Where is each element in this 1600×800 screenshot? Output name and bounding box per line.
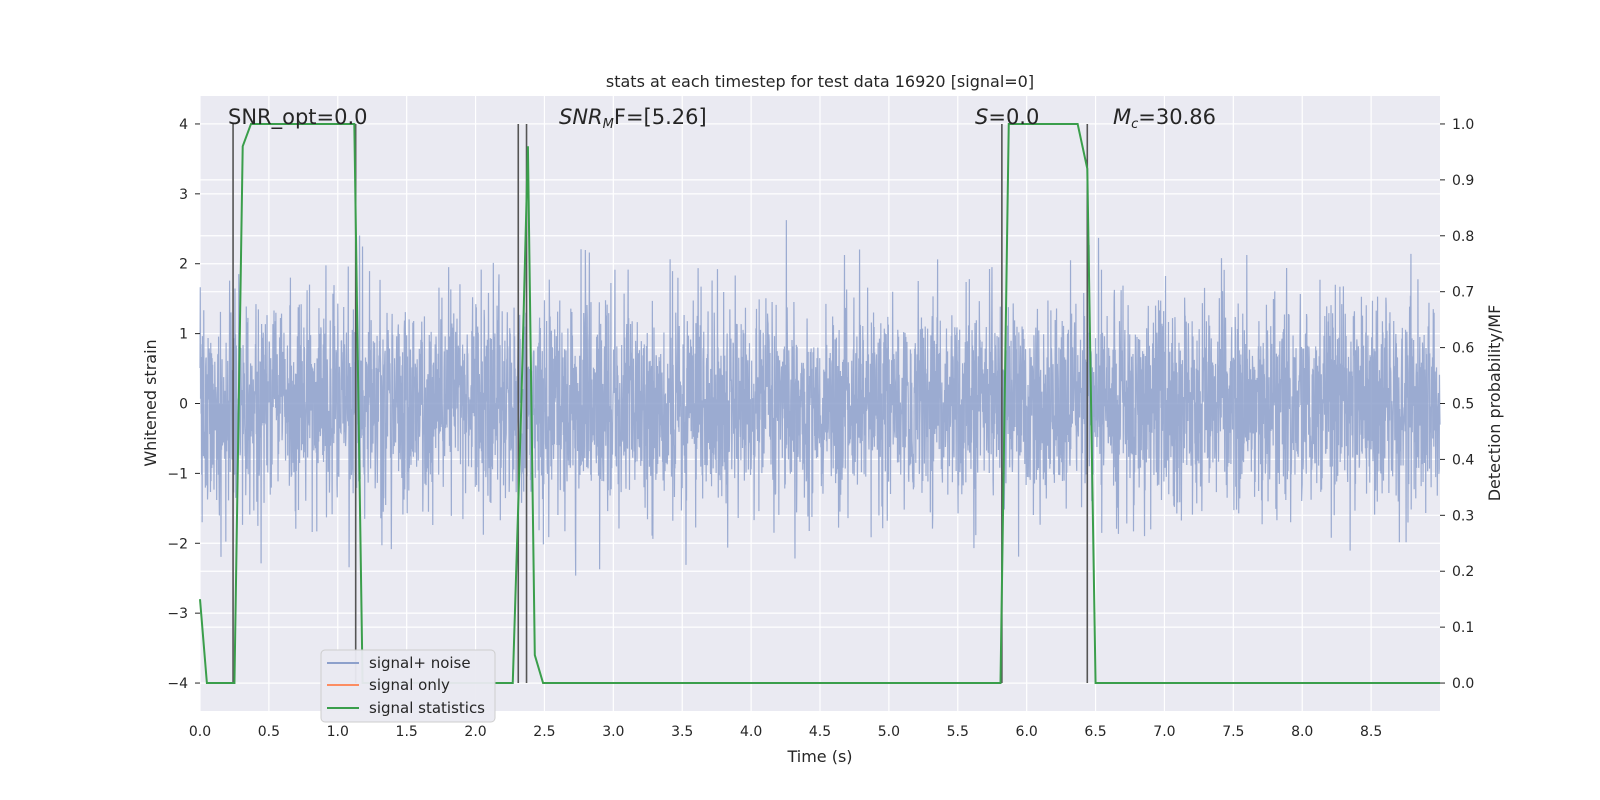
y-left-tick-label: 3 [179, 187, 188, 203]
chart-title: stats at each timestep for test data 169… [606, 72, 1034, 91]
x-tick-label: 7.0 [1153, 724, 1175, 740]
y-left-ticks: 4 3 2 1 0 −1 −2 −3 −4 [167, 117, 200, 692]
x-tick-label: 5.0 [878, 724, 900, 740]
y-right-tick-label: 0.5 [1452, 397, 1474, 413]
y-right-tick-label: 0.8 [1452, 229, 1474, 245]
y-right-tick-label: 1.0 [1452, 117, 1474, 133]
legend-label-stats: signal statistics [369, 699, 485, 717]
snr-mf-prefix: SNR [559, 105, 603, 129]
y-right-tick-label: 0.6 [1452, 341, 1474, 357]
legend: signal+ noise signal only signal statist… [320, 649, 496, 723]
y-right-tick-label: 0.4 [1452, 452, 1474, 468]
x-tick-label: 7.5 [1222, 724, 1244, 740]
x-tick-label: 3.5 [671, 724, 693, 740]
x-tick-label: 3.0 [602, 724, 624, 740]
y-right-tick-label: 0.1 [1452, 620, 1474, 636]
y-right-tick-label: 0.2 [1452, 564, 1474, 580]
annotation-snr-mf: SNRMF=[5.26] [559, 105, 707, 132]
x-tick-label: 2.5 [533, 724, 555, 740]
annotation-snr-opt: SNR_opt=0.0 [228, 105, 368, 130]
x-tick-label: 1.0 [327, 724, 349, 740]
series-signal-plus-noise [199, 220, 1441, 576]
x-tick-label: 4.0 [740, 724, 762, 740]
y-right-tick-label: 0.3 [1452, 508, 1474, 524]
y-left-axis-label: Whitened strain [141, 339, 160, 466]
snr-mf-suffix: F=[5.26] [614, 105, 707, 129]
annotation-s-stat: S=0.0 [975, 105, 1039, 129]
x-tick-label: 1.5 [396, 724, 418, 740]
y-left-tick-label: 0 [179, 397, 188, 413]
y-left-tick-label: −4 [167, 676, 188, 692]
mc-sub: c [1131, 117, 1138, 132]
y-right-axis-label: Detection probability/MF [1485, 305, 1504, 502]
y-right-tick-label: 0.9 [1452, 173, 1474, 189]
legend-label-noise: signal+ noise [369, 654, 471, 672]
x-tick-label: 6.5 [1084, 724, 1106, 740]
stat-layer [199, 122, 1440, 685]
x-tick-label: 0.5 [258, 724, 280, 740]
x-axis-label: Time (s) [786, 747, 852, 766]
legend-label-signal: signal only [369, 676, 450, 694]
y-right-ticks: 1.0 0.9 0.8 0.7 0.6 0.5 0.4 0.3 0.2 0.1 0.0 [1440, 117, 1474, 692]
x-ticks: 0.0 0.5 1.0 1.5 2.0 2.5 3.0 3.5 4.0 4.5 5.0 5.5 6.0 6… [189, 724, 1382, 740]
x-tick-label: 8.5 [1360, 724, 1382, 740]
y-left-tick-label: −1 [167, 466, 188, 482]
x-tick-label: 2.0 [464, 724, 486, 740]
noise-layer [199, 220, 1441, 576]
x-tick-label: 5.5 [947, 724, 969, 740]
x-tick-label: 4.5 [809, 724, 831, 740]
s-stat-var: S [975, 105, 988, 129]
x-tick-label: 8.0 [1291, 724, 1313, 740]
s-stat-val: =0.0 [988, 105, 1039, 129]
annotation-mc: Mc=30.86 [1113, 105, 1216, 132]
x-tick-label: 0.0 [189, 724, 211, 740]
y-right-tick-label: 0.7 [1452, 285, 1474, 301]
y-left-tick-label: −2 [167, 536, 188, 552]
series-signal-statistics [199, 122, 1440, 685]
legend-box [320, 649, 496, 723]
y-left-tick-label: 4 [179, 117, 188, 133]
y-left-tick-label: 1 [179, 327, 188, 343]
snr-mf-sub: M [603, 117, 614, 132]
mc-var: M [1113, 105, 1131, 129]
mc-val: =30.86 [1138, 105, 1216, 129]
y-left-tick-label: 2 [179, 257, 188, 273]
y-right-tick-label: 0.0 [1452, 676, 1474, 692]
y-left-tick-label: −3 [167, 606, 188, 622]
x-tick-label: 6.0 [1016, 724, 1038, 740]
